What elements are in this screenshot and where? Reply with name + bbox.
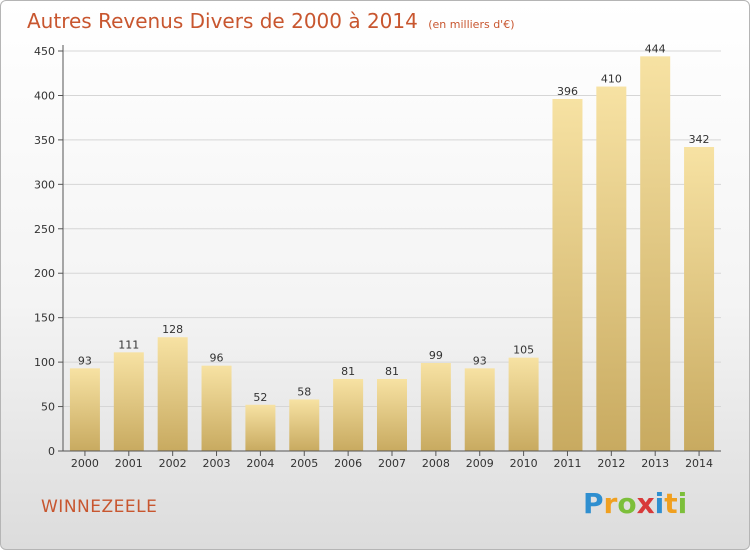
x-tick-label: 2006 bbox=[334, 457, 362, 470]
x-tick-label: 2011 bbox=[553, 457, 581, 470]
x-tick-label: 2004 bbox=[246, 457, 274, 470]
y-tick-label: 350 bbox=[34, 134, 55, 147]
x-tick-label: 2007 bbox=[378, 457, 406, 470]
bar-2007 bbox=[377, 379, 407, 451]
data-label-2006: 81 bbox=[341, 365, 355, 378]
x-tick-label: 2012 bbox=[597, 457, 625, 470]
axes: 0 50 100 150 200 250 300 350 400 450 2000 2001 2002 2… bbox=[34, 45, 721, 470]
bar-2002 bbox=[157, 337, 188, 451]
chart-title: Autres Revenus Divers de 2000 à 2014 (en… bbox=[27, 9, 515, 33]
chart-title-text: Autres Revenus Divers de 2000 à 2014 bbox=[27, 9, 418, 33]
data-label-2000: 93 bbox=[78, 354, 92, 367]
y-tick-label: 400 bbox=[34, 89, 55, 102]
bar-2010 bbox=[508, 357, 539, 451]
y-tick-label: 150 bbox=[34, 312, 55, 325]
bar-2008 bbox=[420, 363, 451, 451]
data-label-2001: 111 bbox=[118, 338, 139, 351]
bar-2014 bbox=[684, 147, 715, 451]
x-tick-label: 2000 bbox=[71, 457, 99, 470]
y-tick-label: 200 bbox=[34, 267, 55, 280]
logo-letter: P bbox=[583, 487, 604, 520]
data-label-2011: 396 bbox=[557, 85, 578, 98]
bar-2001 bbox=[113, 352, 144, 451]
commune-name: WINNEZEELE bbox=[41, 497, 158, 517]
data-label-2008: 99 bbox=[429, 349, 443, 362]
data-label-2012: 410 bbox=[601, 73, 622, 86]
data-label-2003: 96 bbox=[210, 352, 224, 365]
bar-2003 bbox=[201, 365, 232, 451]
proxiti-logo: Proxiti bbox=[583, 487, 687, 520]
logo-letter: i bbox=[677, 487, 688, 520]
y-tick-label: 450 bbox=[34, 45, 55, 58]
y-tick-label: 250 bbox=[34, 223, 55, 236]
x-tick-label: 2003 bbox=[203, 457, 231, 470]
bar-2005 bbox=[289, 399, 320, 451]
bar-2013 bbox=[640, 56, 671, 451]
logo-letter: r bbox=[603, 487, 618, 520]
x-tick-label: 2013 bbox=[641, 457, 669, 470]
bar-2011 bbox=[552, 99, 583, 451]
x-tick-label: 2005 bbox=[290, 457, 318, 470]
bar-2009 bbox=[464, 368, 495, 451]
y-tick-label: 50 bbox=[41, 401, 55, 414]
x-tick-label: 2002 bbox=[159, 457, 187, 470]
data-label-2014: 342 bbox=[689, 133, 710, 146]
data-label-2004: 52 bbox=[253, 391, 267, 404]
bars bbox=[69, 56, 715, 452]
x-tick-label: 2010 bbox=[510, 457, 538, 470]
x-tick-label: 2008 bbox=[422, 457, 450, 470]
x-tick-label: 2009 bbox=[466, 457, 494, 470]
data-label-2002: 128 bbox=[162, 323, 183, 336]
data-label-2007: 81 bbox=[385, 365, 399, 378]
data-label-2013: 444 bbox=[645, 42, 666, 55]
bar-2012 bbox=[596, 86, 627, 452]
data-labels: 93 111 128 96 52 58 81 81 99 93 105 396 410 444 342 bbox=[78, 42, 710, 403]
y-tick-label: 0 bbox=[48, 445, 55, 458]
x-tick-label: 2014 bbox=[685, 457, 713, 470]
bar-2006 bbox=[333, 379, 364, 451]
chart-subtitle: (en milliers d'€) bbox=[428, 18, 515, 31]
bar-2004 bbox=[245, 404, 276, 451]
data-label-2010: 105 bbox=[513, 344, 534, 357]
bar-2000 bbox=[69, 368, 100, 451]
data-label-2005: 58 bbox=[297, 385, 311, 398]
y-tick-label: 300 bbox=[34, 178, 55, 191]
data-label-2009: 93 bbox=[473, 354, 487, 367]
y-tick-label: 100 bbox=[34, 356, 55, 369]
x-tick-label: 2001 bbox=[115, 457, 143, 470]
logo-letter: o bbox=[617, 487, 637, 520]
logo-letter: i bbox=[654, 487, 665, 520]
logo-letter: x bbox=[636, 487, 655, 520]
logo-letter: t bbox=[664, 487, 678, 520]
